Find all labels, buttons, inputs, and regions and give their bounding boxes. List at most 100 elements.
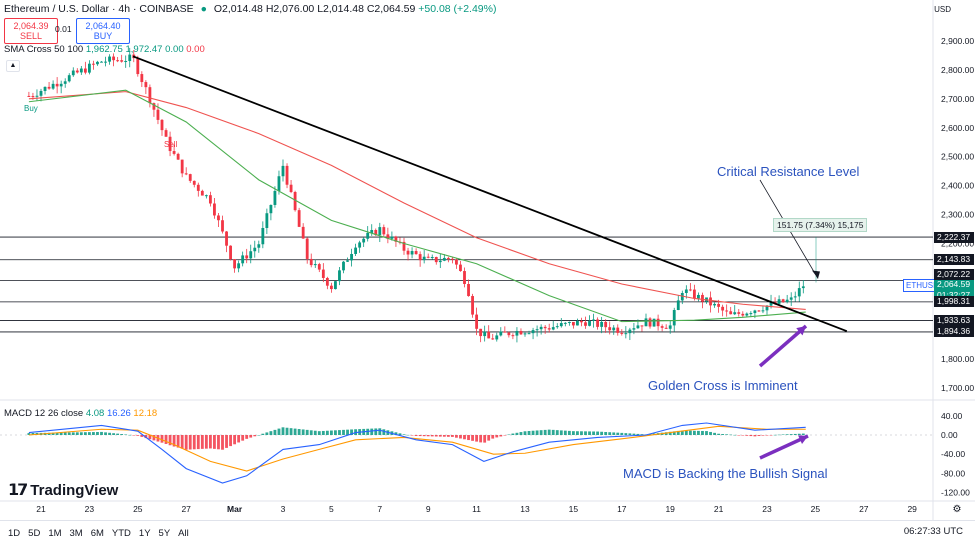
- measure-tooltip: 151.75 (7.34%) 15,175: [773, 218, 868, 232]
- macd-tick-label: -80.00: [941, 468, 965, 478]
- macd-histogram-bar: [204, 435, 208, 449]
- macd-histogram-bar: [104, 432, 107, 435]
- candle-body: [592, 319, 595, 321]
- macd-histogram-bar: [309, 430, 313, 435]
- candle-body: [459, 264, 462, 272]
- candle-body: [471, 296, 474, 315]
- macd-histogram-bar: [721, 434, 725, 435]
- buy-button[interactable]: 2,064.40 BUY: [76, 18, 130, 44]
- macd-histogram-bar: [701, 430, 704, 435]
- candle-body: [628, 329, 632, 334]
- macd-value-3: 12.18: [133, 408, 158, 419]
- timeframe-5d[interactable]: 5D: [28, 527, 41, 539]
- macd-histogram-bar: [608, 432, 612, 435]
- timeframe-ytd[interactable]: YTD: [111, 527, 131, 539]
- candle-body: [200, 190, 204, 196]
- symbol-title[interactable]: Ethereum / U.S. Dollar · 4h · COINBASE: [4, 3, 194, 15]
- macd-legend[interactable]: MACD 12 26 close 4.08 16.26 12.18: [4, 408, 157, 419]
- time-tick-label: 27: [181, 504, 191, 514]
- macd-histogram-bar: [92, 432, 95, 435]
- currency-label[interactable]: USD: [934, 5, 951, 14]
- buy-label: BUY: [93, 31, 113, 41]
- price-tick-label: 1,700.00: [941, 383, 974, 393]
- macd-histogram-bar: [83, 432, 87, 435]
- time-tick-label: 29: [907, 504, 917, 514]
- candle-body: [721, 306, 725, 311]
- macd-annotation: MACD is Backing the Bullish Signal: [623, 466, 828, 481]
- macd-label: MACD 12 26 close: [4, 408, 84, 419]
- candle-body: [346, 260, 349, 262]
- candle-body: [584, 322, 587, 326]
- sell-button[interactable]: 2,064.39 SELL: [4, 18, 58, 44]
- candle-body: [660, 326, 664, 328]
- macd-histogram-bar: [442, 435, 446, 437]
- timeframe-1m[interactable]: 1M: [48, 527, 62, 539]
- timeframe-5y[interactable]: 5Y: [158, 527, 171, 539]
- spread-value: 0.01: [55, 24, 72, 34]
- sma-legend[interactable]: SMA Cross 50 100 1,962.75 1,972.47 0.00 …: [4, 44, 205, 55]
- timeframe-all[interactable]: All: [178, 527, 189, 539]
- candle-body: [180, 159, 184, 174]
- candle-body: [612, 327, 616, 331]
- time-tick-label: 17: [617, 504, 627, 514]
- macd-histogram-bar: [406, 434, 410, 436]
- time-tick-label: 23: [762, 504, 772, 514]
- time-tick-label: Mar: [227, 504, 243, 514]
- collapse-legend-icon[interactable]: ▲: [6, 60, 20, 72]
- candle-body: [293, 192, 297, 211]
- candle-body: [386, 234, 390, 239]
- descending-trendline: [132, 55, 848, 333]
- candle-body: [697, 294, 700, 299]
- candle-body: [745, 313, 749, 316]
- macd-histogram-bar: [160, 435, 164, 443]
- candle-body: [217, 215, 220, 221]
- sma-fast-line: [28, 89, 806, 323]
- tradingview-logo[interactable]: 𝟭𝟳 TradingView: [8, 480, 118, 500]
- macd-histogram-bar: [717, 433, 721, 435]
- candle-body: [495, 335, 499, 340]
- macd-histogram-bar: [584, 431, 587, 435]
- time-tick-label: 3: [281, 504, 286, 514]
- settings-icon[interactable]: ⚙: [953, 504, 962, 515]
- candle-body: [241, 255, 245, 264]
- candle-body: [225, 231, 228, 246]
- timeframe-6m[interactable]: 6M: [90, 527, 104, 539]
- price-tick-label: 2,600.00: [941, 123, 974, 133]
- candle-body: [507, 332, 511, 336]
- macd-histogram-bar: [108, 432, 111, 435]
- candle-body: [652, 318, 656, 327]
- macd-histogram-bar: [576, 431, 579, 435]
- timeframe-1y[interactable]: 1Y: [138, 527, 151, 539]
- macd-histogram-bar: [539, 430, 543, 435]
- macd-histogram-bar: [374, 428, 378, 435]
- macd-histogram-bar: [680, 430, 684, 435]
- timeframe-3m[interactable]: 3M: [69, 527, 83, 539]
- utc-clock[interactable]: 06:27:33 UTC: [903, 526, 963, 537]
- candle-body: [785, 299, 789, 303]
- candle-body: [136, 58, 140, 75]
- macd-histogram-bar: [31, 433, 35, 435]
- candle-body: [729, 311, 733, 315]
- candle-body: [559, 323, 563, 327]
- candle-body: [269, 204, 273, 214]
- candle-body: [749, 313, 753, 315]
- time-tick-label: 25: [811, 504, 821, 514]
- macd-histogram-bar: [507, 434, 511, 436]
- macd-arrow-head: [798, 435, 808, 445]
- candle-body: [463, 271, 466, 285]
- macd-histogram-bar: [120, 434, 124, 435]
- time-tick-label: 27: [859, 504, 869, 514]
- candle-body: [47, 86, 51, 89]
- candle-body: [765, 305, 769, 311]
- sma-value-3: 0.00: [165, 44, 184, 55]
- timeframe-1d[interactable]: 1D: [8, 527, 21, 539]
- candle-body: [96, 61, 99, 65]
- candle-body: [455, 259, 458, 265]
- time-tick-label: 13: [520, 504, 530, 514]
- macd-histogram-bar: [338, 430, 341, 435]
- candle-body: [491, 338, 495, 340]
- macd-histogram-bar: [757, 435, 761, 436]
- macd-histogram-bar: [616, 432, 620, 435]
- candle-body: [261, 227, 265, 245]
